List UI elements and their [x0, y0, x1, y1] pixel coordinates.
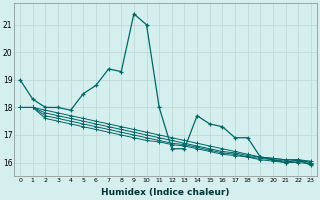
- X-axis label: Humidex (Indice chaleur): Humidex (Indice chaleur): [101, 188, 230, 197]
